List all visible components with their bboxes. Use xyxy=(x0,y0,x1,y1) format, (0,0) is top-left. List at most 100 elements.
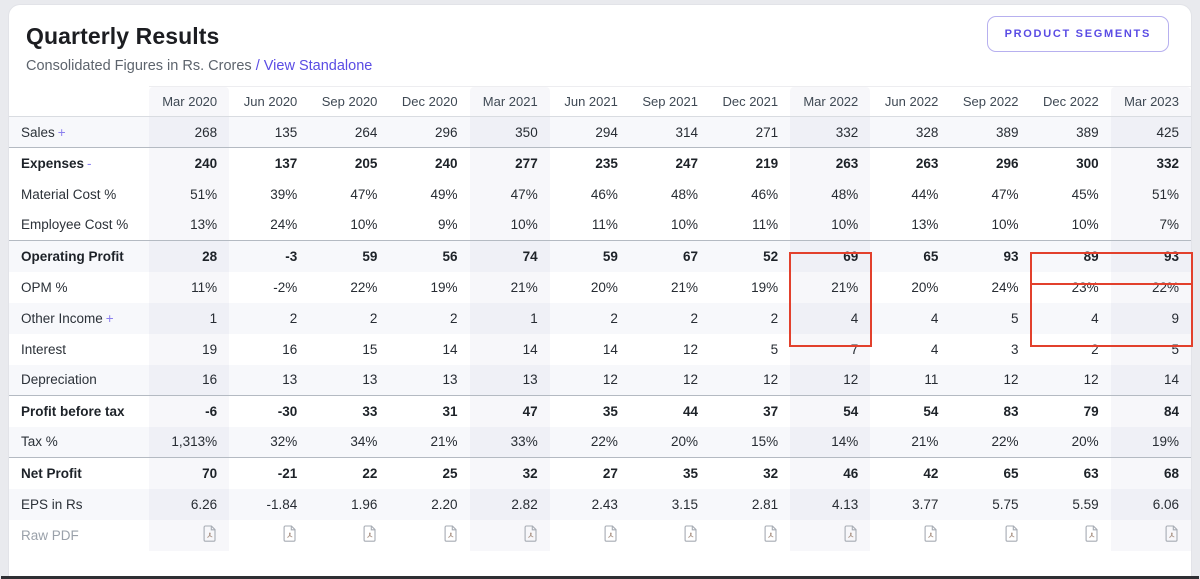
value-cell: 21% xyxy=(790,271,871,303)
pdf-file-icon[interactable] xyxy=(1085,525,1099,542)
pdf-file-icon[interactable] xyxy=(1005,525,1019,542)
value-cell: 12 xyxy=(763,372,779,388)
value-cell: 12 xyxy=(602,372,618,388)
value-cell: 83 xyxy=(1003,403,1019,419)
value-cell: 74 xyxy=(469,240,550,272)
value-cell: 93 xyxy=(1003,248,1019,264)
row-label: Net Profit xyxy=(9,458,149,489)
pdf-file-icon[interactable] xyxy=(524,525,538,542)
column-header: Sep 2022 xyxy=(950,86,1031,117)
value-cell: 12 xyxy=(682,372,698,388)
table-row: Profit before tax -6 -30 33 31 47 35 44 37 54 54 83… xyxy=(9,395,1191,427)
column-header: Jun 2022 xyxy=(870,86,951,117)
value-cell: 49% xyxy=(430,186,458,202)
value-cell: 54 xyxy=(923,403,939,419)
value-cell: 47 xyxy=(469,395,550,427)
row-label: Employee Cost % xyxy=(9,210,149,241)
pdf-file-icon[interactable] xyxy=(844,525,858,542)
pdf-file-icon[interactable] xyxy=(684,525,698,542)
value-cell: 79 xyxy=(1083,403,1099,419)
table-row: Raw PDF xyxy=(9,519,1191,551)
value-cell: 2.20 xyxy=(431,496,458,512)
value-cell: 3.77 xyxy=(912,496,939,512)
view-standalone-link[interactable]: View Standalone xyxy=(263,58,373,74)
value-cell: 263 xyxy=(790,147,871,179)
row-label-text: Operating Profit xyxy=(21,248,124,264)
column-header: Dec 2020 xyxy=(389,86,470,117)
value-cell: 9% xyxy=(438,217,458,233)
pdf-cell xyxy=(149,519,230,551)
value-cell: 44% xyxy=(911,186,939,202)
row-label-text: Material Cost % xyxy=(21,186,117,202)
value-cell: 48% xyxy=(790,178,871,210)
table-row: Interest 19 16 15 14 14 14 12 5 7 4 3 2 5 xyxy=(9,333,1191,365)
value-cell: 47% xyxy=(350,186,378,202)
pdf-file-icon[interactable] xyxy=(444,525,458,542)
pdf-file-icon[interactable] xyxy=(363,525,377,542)
row-label: Material Cost % xyxy=(9,179,149,210)
value-cell: 21% xyxy=(469,271,550,303)
table-row: Depreciation 16 13 13 13 13 12 12 12 12 11 12 12 14 xyxy=(9,364,1191,396)
value-cell: 12 xyxy=(1003,372,1019,388)
value-cell: 13 xyxy=(469,364,550,396)
row-label-text: Profit before tax xyxy=(21,403,125,419)
pdf-file-icon[interactable] xyxy=(1165,525,1179,542)
value-cell: 14% xyxy=(790,426,871,458)
value-cell: 12 xyxy=(790,364,871,396)
value-cell: 2 xyxy=(690,310,698,326)
value-cell: 425 xyxy=(1110,116,1191,148)
value-cell: 21% xyxy=(911,434,939,450)
row-label: Operating Profit xyxy=(9,241,149,272)
value-cell: 51% xyxy=(1110,178,1191,210)
value-cell: 247 xyxy=(675,155,698,171)
value-cell: 4 xyxy=(930,341,939,357)
value-cell: 22% xyxy=(350,279,378,295)
value-cell: 9 xyxy=(1110,302,1191,334)
value-cell: 22% xyxy=(1110,271,1191,303)
column-header: Jun 2021 xyxy=(549,86,630,117)
value-cell: 268 xyxy=(149,116,230,148)
pdf-file-icon[interactable] xyxy=(924,525,938,542)
row-label-text: EPS in Rs xyxy=(21,496,83,512)
pdf-cell xyxy=(1031,520,1111,551)
pdf-file-icon[interactable] xyxy=(764,525,778,542)
table-row: Net Profit 70 -21 22 25 32 27 35 32 46 42 65 63 68 xyxy=(9,457,1191,489)
value-cell: -6 xyxy=(149,395,230,427)
value-cell: 264 xyxy=(354,124,378,140)
row-label-text: Depreciation xyxy=(21,372,97,388)
value-cell: 2 xyxy=(369,310,378,326)
table-row: Material Cost % 51% 39% 47% 49% 47% 46% 48% 46% 4… xyxy=(9,178,1191,210)
value-cell: 21% xyxy=(670,279,698,295)
value-cell: 7% xyxy=(1110,209,1191,241)
value-cell: 33 xyxy=(362,403,378,419)
row-label: Profit before tax xyxy=(9,396,149,427)
value-cell: 4.13 xyxy=(790,488,871,520)
value-cell: 14 xyxy=(442,341,458,357)
value-cell: 10% xyxy=(1071,217,1099,233)
value-cell: 5 xyxy=(1011,310,1019,326)
pdf-file-icon[interactable] xyxy=(604,525,618,542)
column-header: Sep 2020 xyxy=(309,86,390,117)
row-label: OPM % xyxy=(9,272,149,303)
value-cell: 13% xyxy=(149,209,230,241)
value-cell: 35 xyxy=(602,403,618,419)
expand-toggle[interactable]: + xyxy=(57,124,66,140)
value-cell: 4 xyxy=(790,302,871,334)
expand-toggle[interactable]: - xyxy=(87,155,92,171)
table-row: OPM % 11% -2% 22% 19% 21% 20% 21% 19% 21% 20% 24% 23… xyxy=(9,271,1191,303)
column-header: Dec 2021 xyxy=(709,86,791,117)
value-cell: 332 xyxy=(790,116,871,148)
value-cell: 389 xyxy=(996,124,1019,140)
value-cell: 89 xyxy=(1083,248,1099,264)
value-cell: 240 xyxy=(435,155,458,171)
value-cell: 389 xyxy=(1076,124,1099,140)
product-segments-button[interactable]: PRODUCT SEGMENTS xyxy=(986,16,1169,52)
value-cell: 34% xyxy=(350,434,378,450)
value-cell: 5 xyxy=(1110,333,1191,365)
value-cell: 12 xyxy=(1083,372,1099,388)
pdf-cell xyxy=(309,520,389,551)
value-cell: 3.15 xyxy=(671,496,698,512)
pdf-file-icon[interactable] xyxy=(203,525,217,542)
pdf-file-icon[interactable] xyxy=(283,525,297,542)
expand-toggle[interactable]: + xyxy=(105,310,114,326)
